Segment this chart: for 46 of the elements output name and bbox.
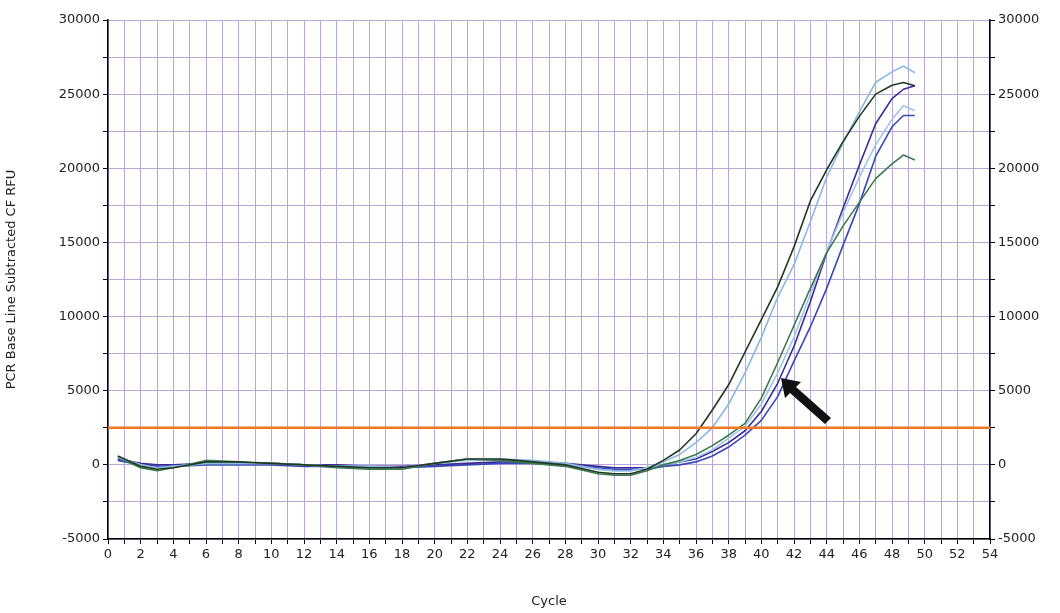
x-tick-label: 20 [426, 546, 443, 562]
x-tick-label: 42 [785, 546, 803, 562]
x-tick-label: 6 [201, 546, 211, 562]
x-tick-label: 30 [589, 546, 607, 562]
y-tick-label: 20000 [58, 159, 100, 175]
y-tick-label: 5000 [66, 382, 100, 398]
x-tick-label: 40 [753, 546, 770, 562]
y2-tick-label: 5000 [998, 382, 1032, 398]
x-tick-label: 22 [459, 546, 476, 562]
y2-tick-label: 15000 [998, 233, 1040, 249]
x-tick-label: 4 [169, 546, 178, 562]
x-tick-label: 14 [328, 546, 345, 562]
x-tick-label: 26 [524, 546, 541, 562]
x-tick-label: 52 [949, 546, 966, 562]
x-tick-label: 46 [851, 546, 868, 562]
y-tick-label: 15000 [58, 233, 100, 249]
x-tick-label: 24 [491, 546, 509, 562]
x-axis-title: Cycle [531, 592, 567, 608]
x-tick-label: 48 [883, 546, 901, 562]
y2-tick-label: 0 [998, 456, 1007, 472]
y-tick-label: 0 [91, 456, 100, 472]
y-tick-label: 30000 [58, 11, 100, 27]
y2-tick-label: 10000 [998, 307, 1040, 323]
x-tick-label: 44 [818, 546, 835, 562]
x-tick-label: 18 [393, 546, 411, 562]
x-tick-label: 28 [557, 546, 574, 562]
y-axis-title: PCR Base Line Subtracted CF RFU [3, 169, 19, 390]
x-tick-label: 54 [981, 546, 999, 562]
x-tick-label: 38 [720, 546, 737, 562]
x-tick-label: 2 [136, 546, 145, 562]
y2-tick-label: 25000 [998, 85, 1040, 101]
y2-tick-label: -5000 [998, 530, 1036, 546]
y2-tick-label: 20000 [998, 159, 1040, 175]
x-tick-label: 36 [687, 546, 705, 562]
x-tick-label: 16 [361, 546, 378, 562]
x-tick-label: 10 [263, 546, 280, 562]
y-tick-label: -5000 [62, 530, 100, 546]
y2-tick-label: 30000 [998, 11, 1040, 27]
y-tick-label: 25000 [58, 85, 100, 101]
y-tick-label: 10000 [58, 307, 100, 323]
x-tick-label: 0 [103, 546, 113, 562]
x-tick-label: 12 [295, 546, 313, 562]
x-tick-label: 32 [622, 546, 639, 562]
x-tick-label: 8 [234, 546, 243, 562]
x-tick-label: 50 [916, 546, 933, 562]
x-tick-label: 34 [655, 546, 672, 562]
